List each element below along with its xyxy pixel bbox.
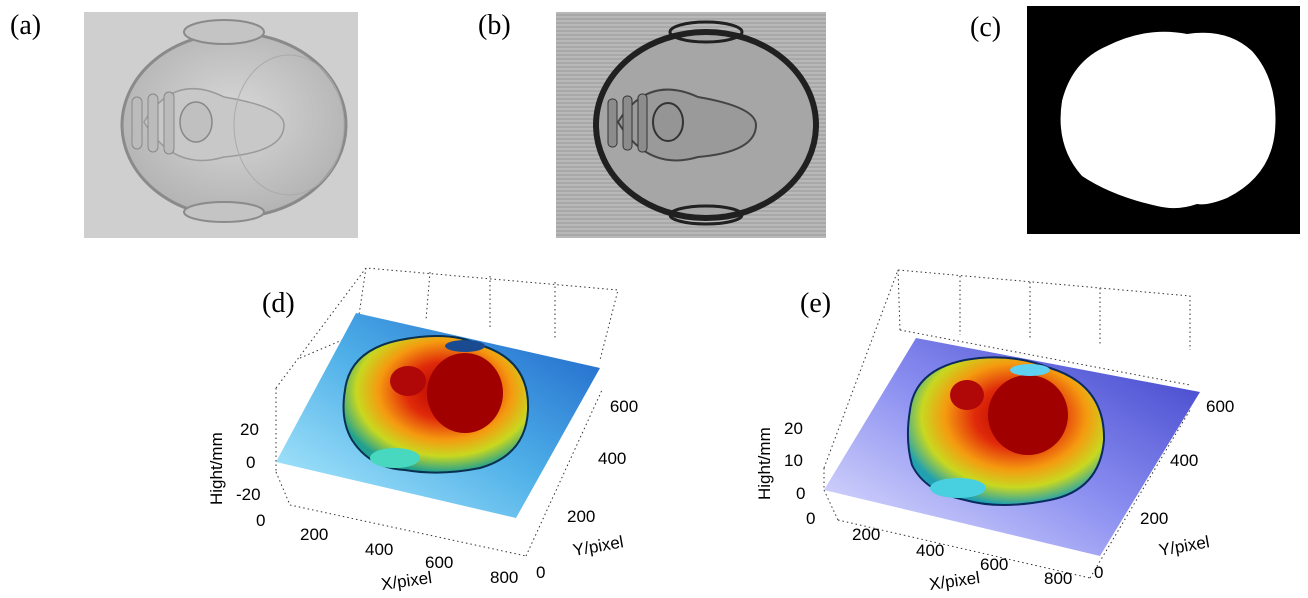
- e-y-tick-600: 600: [1206, 397, 1234, 416]
- d-z-tick-20: 20: [240, 420, 259, 439]
- photo-b-processed-bottle: [556, 12, 826, 238]
- d-y-tick-400: 400: [598, 449, 626, 468]
- d-z-tick-0: 0: [246, 453, 255, 472]
- e-x-tick-0: 0: [806, 509, 815, 528]
- panel-label-a: (a): [10, 12, 41, 40]
- e-y-tick-0: 0: [1094, 563, 1103, 582]
- d-z-tick-neg20: -20: [236, 485, 261, 504]
- e-x-tick-400: 400: [916, 541, 944, 560]
- d-x-tick-800: 800: [490, 568, 518, 587]
- e-x-axis-label: X/pixel: [928, 568, 981, 594]
- d-x-axis-label: X/pixel: [380, 568, 433, 594]
- d-y-axis-label: Y/pixel: [571, 532, 625, 560]
- e-z-tick-10: 10: [784, 451, 803, 470]
- e-y-axis-label: Y/pixel: [1157, 532, 1211, 560]
- e-y-tick-200: 200: [1140, 509, 1168, 528]
- e-z-axis-label: Hight/mm: [755, 427, 774, 500]
- e-x-tick-600: 600: [980, 555, 1008, 574]
- d-y-tick-200: 200: [567, 507, 595, 526]
- panel-label-b: (b): [478, 12, 511, 40]
- d-z-axis-label: Hight/mm: [207, 432, 226, 505]
- panel-label-c: (c): [970, 14, 1001, 42]
- e-y-tick-400: 400: [1170, 451, 1198, 470]
- d-x-tick-0: 0: [256, 511, 265, 530]
- e-z-tick-0: 0: [796, 484, 805, 503]
- plot-e-3d-surface: 20 10 0 0 200 400 600 800 0 200 400 600 …: [736, 258, 1302, 594]
- e-x-tick-800: 800: [1044, 569, 1072, 588]
- d-x-tick-400: 400: [365, 540, 393, 559]
- d-y-tick-0: 0: [536, 563, 545, 582]
- plot-d-3d-surface: 20 0 -20 0 200 400 600 800 0 200 400 600…: [196, 258, 646, 594]
- d-y-tick-600: 600: [610, 397, 638, 416]
- d-x-tick-200: 200: [300, 525, 328, 544]
- photo-a-grayscale-bottle: [84, 12, 358, 238]
- photo-c-binary-mask: [1027, 6, 1300, 234]
- e-x-tick-200: 200: [852, 525, 880, 544]
- e-z-tick-20: 20: [784, 419, 803, 438]
